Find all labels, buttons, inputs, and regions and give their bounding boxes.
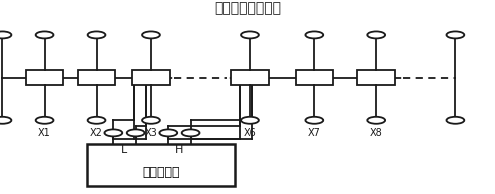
Circle shape [367, 31, 385, 38]
Bar [231, 70, 269, 85]
Circle shape [142, 117, 160, 124]
Text: X8: X8 [370, 128, 383, 138]
Circle shape [305, 31, 323, 38]
Text: 数字欧姆表: 数字欧姆表 [142, 166, 180, 179]
Bar [296, 70, 333, 85]
Circle shape [446, 31, 464, 38]
Bar [26, 70, 63, 85]
Circle shape [446, 117, 464, 124]
Circle shape [142, 31, 160, 38]
Circle shape [0, 31, 11, 38]
Text: X2: X2 [90, 128, 103, 138]
Circle shape [182, 129, 199, 136]
Circle shape [241, 117, 259, 124]
Bar [132, 70, 170, 85]
Circle shape [159, 129, 177, 136]
Circle shape [0, 117, 11, 124]
Text: X1: X1 [38, 128, 51, 138]
Circle shape [367, 117, 385, 124]
Text: X3: X3 [145, 128, 157, 138]
Bar [357, 70, 395, 85]
Text: L: L [121, 145, 128, 155]
Text: X6: X6 [244, 128, 256, 138]
Text: 标准电阻过渡量具: 标准电阻过渡量具 [214, 1, 281, 15]
Bar [87, 144, 235, 186]
Bar [78, 70, 115, 85]
Circle shape [127, 129, 145, 136]
Circle shape [36, 31, 53, 38]
Circle shape [36, 117, 53, 124]
Circle shape [88, 117, 105, 124]
Text: X7: X7 [308, 128, 321, 138]
Circle shape [305, 117, 323, 124]
Text: H: H [175, 145, 184, 155]
Circle shape [241, 31, 259, 38]
Circle shape [88, 31, 105, 38]
Circle shape [104, 129, 122, 136]
